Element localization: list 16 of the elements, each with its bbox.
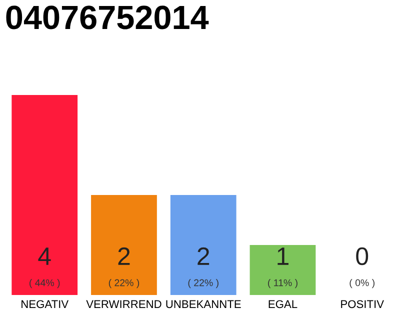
data-label: 0 — [356, 247, 368, 266]
x-tick-label: VERWIRREND — [86, 300, 162, 308]
x-tick-label: UNBEKANNTE — [166, 300, 241, 308]
data-label: 2 — [198, 247, 210, 265]
x-tick-label: NEGATIV — [22, 300, 69, 308]
data-label: 4 — [38, 248, 51, 265]
annotation: ( 44% ) — [30, 279, 60, 288]
data-label: 1 — [278, 248, 288, 265]
annotation: ( 22% ) — [108, 279, 140, 288]
annotation: ( 11% ) — [268, 279, 298, 288]
annotation: ( 22% ) — [188, 279, 218, 288]
annotation: ( 0% ) — [350, 279, 374, 288]
chart-title: 04076752014 — [6, 6, 209, 30]
x-tick-label: EGAL — [268, 300, 298, 308]
data-label: 2 — [118, 247, 130, 265]
x-tick-label: POSITIV — [341, 300, 384, 308]
